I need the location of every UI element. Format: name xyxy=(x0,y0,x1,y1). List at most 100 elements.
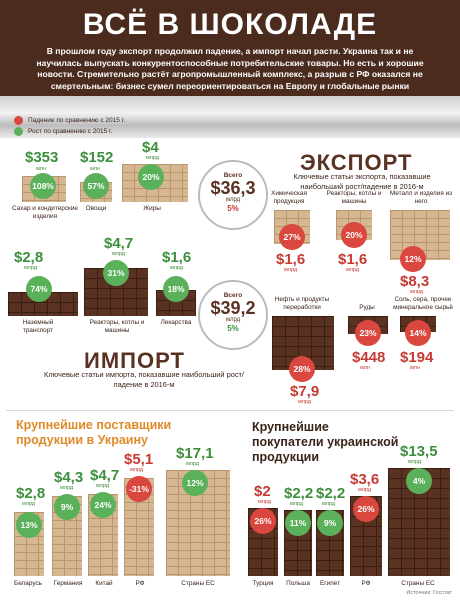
change-badge: 27% xyxy=(279,224,305,250)
export-item-value: $4 xyxy=(142,139,159,156)
header-banner: ВСЁ В ШОКОЛАДЕ В прошлом году экспорт пр… xyxy=(0,0,460,100)
import-item-unit: млрд xyxy=(112,251,126,257)
export-title: ЭКСПОРТ xyxy=(300,150,413,175)
change-badge: 11% xyxy=(285,510,311,536)
change-badge: 20% xyxy=(138,164,164,190)
change-badge: 23% xyxy=(355,320,381,346)
supplier-unit: млрд xyxy=(22,501,36,507)
change-badge: 9% xyxy=(317,510,343,536)
import-total-unit: млрд xyxy=(225,317,241,323)
buyer-value: $2,2 xyxy=(316,485,346,502)
export-total-value: $36,3 xyxy=(210,178,256,198)
import-item-label: Лекарства xyxy=(160,319,192,326)
export-total-circle: Всего $36,3 млрд 5% xyxy=(198,160,268,230)
buyer-label: Египет xyxy=(320,580,340,587)
import-item-label: Нефть и продукты переработки xyxy=(274,296,330,311)
export-item-label: Металл и изделия из него xyxy=(389,190,453,205)
section-divider xyxy=(6,410,454,411)
change-badge: 14% xyxy=(405,320,431,346)
growth-dot-icon xyxy=(14,127,23,136)
buyer-unit: млрд xyxy=(258,499,272,505)
buyer-label: Страны ЕС xyxy=(401,580,435,587)
export-item-value: $1,6 xyxy=(338,251,368,268)
import-title: ИМПОРТ xyxy=(84,348,185,373)
change-badge: 4% xyxy=(406,468,432,494)
supplier-unit: млрд xyxy=(130,467,144,473)
import-item-value: $4,7 xyxy=(104,235,134,252)
import-total-label: Всего xyxy=(223,292,243,299)
import-item-value: $448 xyxy=(352,349,386,366)
export-item-label: Сахар и кондитерские изделия xyxy=(12,205,78,220)
import-item-label: Руды xyxy=(359,304,375,311)
export-total-unit: млрд xyxy=(225,197,241,203)
change-badge: 12% xyxy=(400,246,426,272)
import-item-value: $194 xyxy=(400,349,434,366)
change-badge: 13% xyxy=(16,512,42,538)
buyer-unit: млрд xyxy=(358,487,372,493)
import-item-unit: млрд xyxy=(298,399,312,405)
buyer-value: $13,5 xyxy=(400,443,438,460)
change-badge: 18% xyxy=(163,276,189,302)
supplier-unit: млрд xyxy=(60,485,74,491)
supplier-unit: млрд xyxy=(96,483,110,489)
change-badge: 12% xyxy=(182,470,208,496)
export-item-value: $1,6 xyxy=(276,251,306,268)
change-badge: 9% xyxy=(54,494,80,520)
buyer-value: $3,6 xyxy=(350,471,380,488)
export-item-value: $8,3 xyxy=(400,273,430,290)
export-item-unit: млрд xyxy=(146,155,160,161)
buyer-unit: млрд xyxy=(322,501,336,507)
change-badge: 31% xyxy=(103,260,129,286)
chocolate-bar xyxy=(388,468,450,576)
supplier-label: Беларусь xyxy=(14,580,42,587)
supplier-label: Германия xyxy=(53,580,83,587)
import-item-value: $7,9 xyxy=(290,383,320,400)
legend-growth: Рост по сравнению с 2015 г. xyxy=(14,127,112,136)
buyer-unit: млрд xyxy=(290,501,304,507)
change-badge: 24% xyxy=(90,492,116,518)
supplier-value: $4,3 xyxy=(54,469,84,486)
page-subtitle: В прошлом году экспорт продолжил падение… xyxy=(36,46,424,91)
export-item-unit: млрд xyxy=(410,289,424,295)
page-title: ВСЁ В ШОКОЛАДЕ xyxy=(82,8,378,41)
change-badge: 108% xyxy=(30,173,56,199)
buyer-value: $2 xyxy=(254,483,271,500)
import-item-unit: млн xyxy=(410,365,421,371)
export-item-label: Реакторы, котлы и машины xyxy=(326,190,382,205)
export-item-label: Химическая продукция xyxy=(271,190,307,205)
export-total-change: 5% xyxy=(227,204,239,213)
export-item-label: Жиры xyxy=(143,205,161,212)
buyer-label: РФ xyxy=(361,580,371,587)
import-total-value: $39,2 xyxy=(210,298,256,318)
suppliers-title: Крупнейшие поставщики продукции в Украин… xyxy=(16,418,172,447)
export-item-value: $353 xyxy=(25,149,59,166)
import-total-circle: Всего $39,2 млрд 5% xyxy=(198,280,268,350)
import-item-value: $2,8 xyxy=(14,249,44,266)
import-total-change: 5% xyxy=(227,324,239,333)
import-item-value: $1,6 xyxy=(162,249,192,266)
buyer-label: Турция xyxy=(252,580,274,587)
change-badge: 20% xyxy=(341,222,367,248)
buyer-unit: млрд xyxy=(408,459,422,465)
export-item-unit: млн xyxy=(36,166,47,172)
supplier-label: Китай xyxy=(95,580,113,587)
export-item-unit: млн xyxy=(90,166,101,172)
legend-fall: Падение по сравнению с 2015 г. xyxy=(14,116,125,125)
change-badge: 57% xyxy=(83,173,109,199)
change-badge: -31% xyxy=(126,476,152,502)
buyer-value: $2,2 xyxy=(284,485,314,502)
buyer-label: Польша xyxy=(286,580,310,587)
supplier-value: $17,1 xyxy=(176,445,214,462)
export-item-value: $152 xyxy=(80,149,114,166)
import-item-label: Наземный транспорт xyxy=(22,319,54,334)
import-item-label: Соль, сера, прочее минеральное сырьё xyxy=(393,296,453,311)
supplier-value: $4,7 xyxy=(90,467,120,484)
supplier-label: РФ xyxy=(135,580,145,587)
change-badge: 26% xyxy=(250,508,276,534)
legend-fall-label: Падение по сравнению с 2015 г. xyxy=(28,117,126,124)
import-item-unit: млн xyxy=(360,365,371,371)
export-item-label: Овощи xyxy=(85,205,107,212)
import-item-label: Реакторы, котлы и машины xyxy=(89,319,145,334)
buyers-title: Крупнейшие покупатели украинской продукц… xyxy=(252,420,399,464)
